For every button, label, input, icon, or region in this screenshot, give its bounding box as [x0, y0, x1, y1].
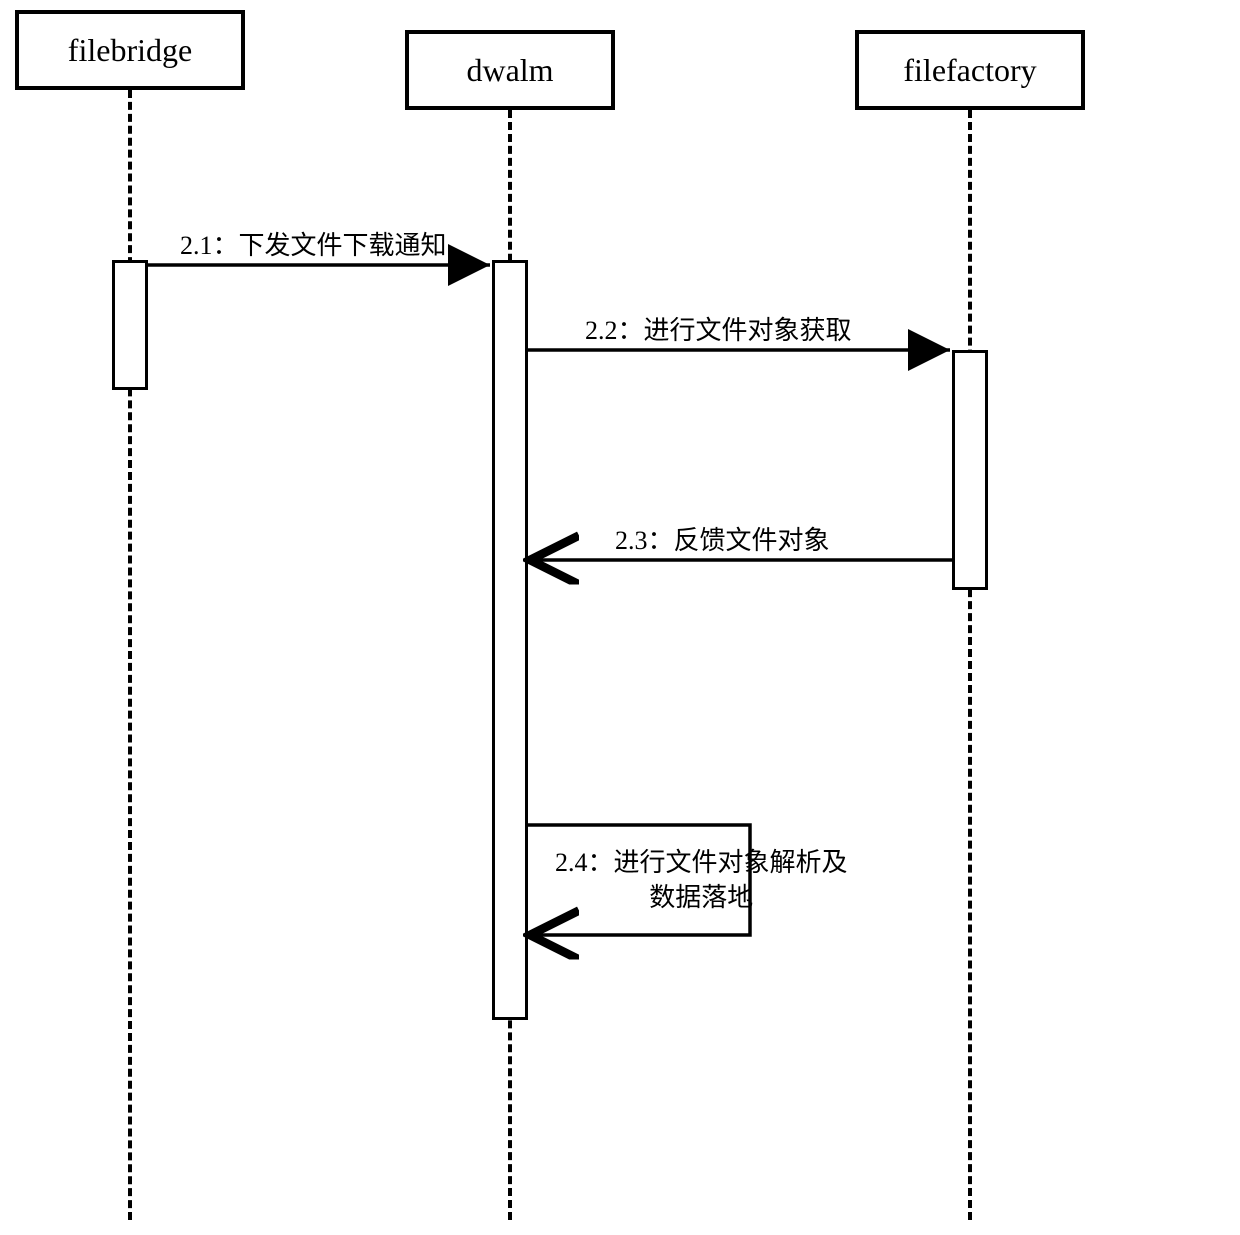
msg-label-22: 2.2：进行文件对象获取	[585, 310, 852, 347]
actor-filebridge: filebridge	[15, 10, 245, 90]
activation-dwalm	[492, 260, 528, 1020]
msg-label-23: 2.3：反馈文件对象	[615, 520, 830, 557]
lifeline-filefactory	[968, 110, 972, 1220]
actor-dwalm-label: dwalm	[466, 52, 553, 89]
msg-label-24: 2.4：进行文件对象解析及 数据落地	[555, 845, 848, 915]
actor-filefactory: filefactory	[855, 30, 1085, 110]
actor-dwalm: dwalm	[405, 30, 615, 110]
arrows-layer	[0, 0, 1240, 1235]
actor-filebridge-label: filebridge	[68, 32, 192, 69]
activation-filebridge	[112, 260, 148, 390]
actor-filefactory-label: filefactory	[903, 52, 1036, 89]
sequence-diagram: filebridge dwalm filefactory 2.1：下发文件下载	[0, 0, 1240, 1235]
msg-label-21: 2.1：下发文件下载通知	[180, 225, 447, 262]
activation-filefactory	[952, 350, 988, 590]
